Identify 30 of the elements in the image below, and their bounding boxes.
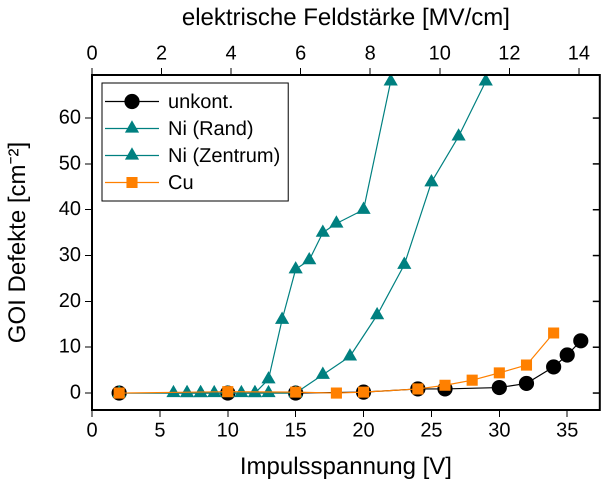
y-tick-label: 30 [58, 244, 81, 266]
x2-tick-label: 6 [295, 42, 306, 65]
x2-tick-label: 10 [428, 42, 451, 65]
x-tick-label: 30 [488, 420, 510, 442]
x2-axis-title: elektrische Feldstärke [MV/cm] [182, 4, 510, 32]
x-tick-label: 25 [420, 420, 443, 442]
x-tick-label: 35 [556, 420, 578, 442]
legend-label: Cu [168, 172, 194, 194]
y-tick-label: 10 [58, 336, 81, 358]
x2-tick-label: 12 [498, 42, 520, 65]
x-axis-title: Impulsspannung [V] [240, 453, 452, 480]
legend-label: Ni (Rand) [168, 118, 254, 140]
y-tick-label: 60 [58, 106, 81, 129]
legend-label: Ni (Zentrum) [168, 145, 280, 168]
x2-tick-label: 8 [364, 42, 376, 65]
y-tick-label: 40 [58, 198, 81, 220]
x-tick-label: 10 [216, 420, 239, 442]
x-tick-label: 15 [284, 420, 307, 442]
legend-label: unkont. [168, 91, 234, 114]
y-tick-label: 50 [58, 152, 81, 174]
x2-tick-label: 14 [568, 42, 590, 65]
x2-tick-label: 2 [156, 42, 168, 65]
x2-tick-label: 0 [86, 42, 98, 65]
y-tick-label: 0 [70, 382, 81, 404]
x-tick-label: 0 [86, 420, 98, 442]
y-tick-label: 20 [58, 290, 81, 312]
x-tick-label: 20 [352, 420, 375, 442]
x2-tick-label: 4 [226, 42, 237, 65]
x-tick-label: 5 [154, 420, 166, 442]
y-axis-title: GOI Defekte [cm⁻²] [4, 142, 32, 344]
